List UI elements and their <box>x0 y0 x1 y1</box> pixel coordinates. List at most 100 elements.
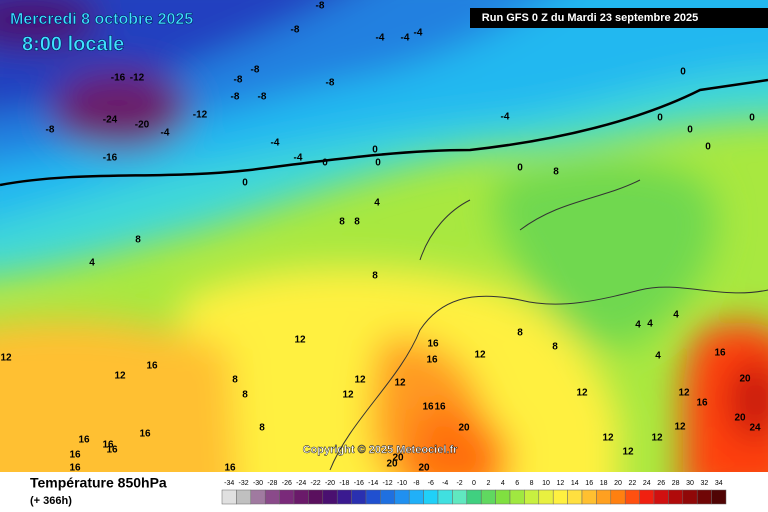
scale-swatch <box>524 489 540 505</box>
contour-label: 16 <box>106 445 118 456</box>
contour-label: 4 <box>673 310 679 321</box>
scale-swatch <box>279 489 295 505</box>
scale-swatch <box>495 489 511 505</box>
contour-label: 0 <box>375 158 381 169</box>
scale-swatch <box>711 489 727 505</box>
scale-swatch <box>668 489 684 505</box>
contour-label: 12 <box>294 335 306 346</box>
contour-label: 4 <box>647 319 653 330</box>
scale-label: 0 <box>472 480 476 487</box>
run-banner <box>470 8 768 28</box>
scale-label: 22 <box>629 480 637 487</box>
scale-label: 8 <box>530 480 534 487</box>
contour-label: 0 <box>680 67 686 78</box>
scale-label: -20 <box>325 480 335 487</box>
contour-label: -8 <box>316 1 325 12</box>
contour-label: 16 <box>422 402 434 413</box>
scale-swatch <box>624 489 640 505</box>
contour-label: 20 <box>739 374 751 385</box>
contour-label: 16 <box>146 361 158 372</box>
scale-swatch <box>581 489 597 505</box>
contour-label: 20 <box>734 413 746 424</box>
contour-label: -24 <box>103 115 118 126</box>
scale-swatch <box>509 489 525 505</box>
scale-label: -16 <box>354 480 364 487</box>
scale-label: 14 <box>571 480 579 487</box>
contour-label: 4 <box>635 320 641 331</box>
contour-label: 16 <box>426 355 438 366</box>
scale-swatch <box>336 489 352 505</box>
contour-label: 16 <box>69 463 81 474</box>
scale-label: 34 <box>715 480 723 487</box>
contour-label: 0 <box>687 125 693 136</box>
scale-label: -24 <box>296 480 306 487</box>
scale-swatch <box>682 489 698 505</box>
contour-label: 20 <box>392 453 404 464</box>
scale-swatch <box>308 489 324 505</box>
scale-swatch <box>538 489 554 505</box>
run-info: Run GFS 0 Z du Mardi 23 septembre 2025 <box>482 12 698 24</box>
contour-label: 16 <box>139 429 151 440</box>
scale-label: -34 <box>224 480 234 487</box>
contour-label: 16 <box>224 463 236 474</box>
contour-label: -4 <box>501 112 510 123</box>
contour-label: -20 <box>135 120 150 131</box>
scale-swatch <box>480 489 496 505</box>
contour-label: 8 <box>552 342 558 353</box>
scale-swatch <box>452 489 468 505</box>
contour-label: -4 <box>161 128 170 139</box>
contour-label: -12 <box>193 110 208 121</box>
scale-swatch <box>394 489 410 505</box>
scale-swatch <box>236 489 252 505</box>
contour-label: 12 <box>342 390 354 401</box>
contour-label: 20 <box>386 459 398 470</box>
contour-label: 0 <box>322 158 328 169</box>
scale-swatch <box>351 489 367 505</box>
contour-label: 12 <box>576 388 588 399</box>
contour-label: -8 <box>258 92 267 103</box>
scale-swatch <box>423 489 439 505</box>
scale-label: 20 <box>614 480 622 487</box>
contour-label: 4 <box>655 351 661 362</box>
scale-swatch <box>552 489 568 505</box>
contour-label: 16 <box>696 398 708 409</box>
scale-label: 18 <box>600 480 608 487</box>
scale-label: 4 <box>501 480 505 487</box>
scale-label: -26 <box>282 480 292 487</box>
scale-label: -4 <box>442 480 448 487</box>
scale-swatch <box>639 489 655 505</box>
contour-label: 0 <box>705 142 711 153</box>
scale-label: 16 <box>585 480 593 487</box>
contour-labels: -8 -8 -4 -4 -4 -8 -8 -8 -8 -8 -16 -12 -24 -20 -4 -16 -12… <box>0 1 761 474</box>
contour-label: -16 <box>111 73 126 84</box>
scale-swatch <box>567 489 583 505</box>
contour-label: 16 <box>69 450 81 461</box>
forecast-time: 8:00 locale <box>22 33 124 55</box>
scale-label: -6 <box>428 480 434 487</box>
contour-label: -8 <box>251 65 260 76</box>
contour-label: 0 <box>517 163 523 174</box>
scale-label: -32 <box>239 480 249 487</box>
scale-label: 26 <box>657 480 665 487</box>
contour-label: 20 <box>418 463 430 474</box>
scale-label: -8 <box>413 480 419 487</box>
scale-label: 24 <box>643 480 651 487</box>
contour-label: -8 <box>46 125 55 136</box>
contour-label: 16 <box>714 348 726 359</box>
scale-label: -10 <box>397 480 407 487</box>
contour-label: 4 <box>374 198 380 209</box>
contour-label: 20 <box>458 423 470 434</box>
scale-swatch <box>322 489 338 505</box>
scale-swatch <box>610 489 626 505</box>
contour-label: 12 <box>674 422 686 433</box>
contour-label: 8 <box>354 217 360 228</box>
scale-label: 28 <box>672 480 680 487</box>
scale-swatch <box>696 489 712 505</box>
contour-label: -8 <box>326 78 335 89</box>
contour-label: -16 <box>103 153 118 164</box>
scale-swatch <box>653 489 669 505</box>
contour-label: 16 <box>102 440 114 451</box>
scale-swatch <box>466 489 482 505</box>
